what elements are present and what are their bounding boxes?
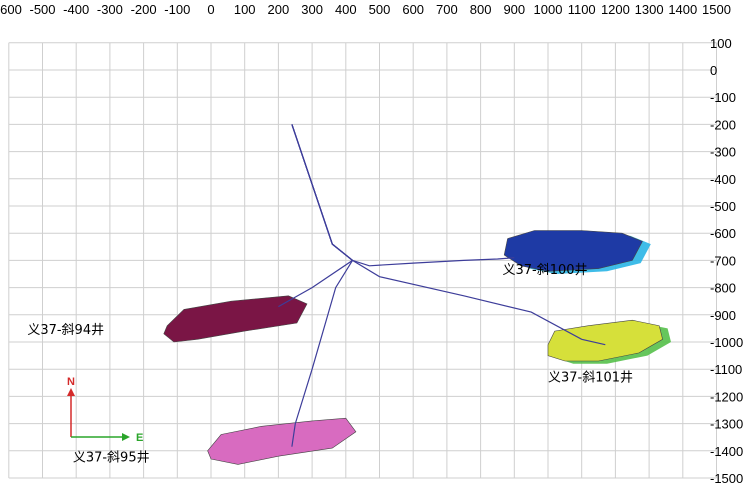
well-label: 义37-斜95井 [73,451,150,466]
x-tick-label: -200 [131,2,157,17]
x-tick-label: -400 [63,2,89,17]
well-zone-blob [547,319,663,362]
well-label: 义37-斜101井 [548,370,633,385]
well-0: 义37-斜94井 [27,124,354,343]
x-tick-label: 1200 [601,2,630,17]
y-tick-label: -400 [710,172,736,187]
x-tick-label: 1300 [635,2,664,17]
y-tick-label: -800 [710,281,736,296]
y-tick-label: -700 [710,253,736,268]
x-tick-label: 300 [301,2,323,17]
y-tick-label: -900 [710,308,736,323]
x-axis-tick-labels: -600 -500 -400 -300 -200 -100 0 100 200 300 400 500… [0,2,731,17]
compass-east-arrowhead [122,433,130,441]
compass-east-label: E [136,432,143,444]
y-tick-label: 0 [710,63,717,78]
y-tick-label: -1400 [710,444,743,459]
well-zone-blob [163,295,308,343]
well-1: 义37-斜95井 [73,124,357,466]
y-tick-label: -1100 [710,362,742,377]
compass-north-arrowhead [67,388,75,396]
x-tick-label: 1400 [668,2,697,17]
x-tick-label: -100 [164,2,190,17]
y-tick-label: -300 [710,145,736,160]
well-trajectory [291,124,606,346]
well-3: 义37-斜101井 [291,124,671,385]
y-tick-label: -100 [710,90,736,105]
y-tick-label: -1300 [710,417,743,432]
x-tick-label: -500 [29,2,55,17]
well-label: 义37-斜94井 [27,323,104,338]
x-tick-label: 900 [503,2,525,17]
well-label: 义37-斜100井 [503,263,588,278]
compass: N E [67,376,143,444]
x-tick-label: 1100 [568,2,596,17]
y-tick-label: -200 [710,117,736,132]
x-tick-label: 500 [369,2,391,17]
x-tick-label: 600 [402,2,424,17]
x-tick-label: 0 [207,2,214,17]
y-tick-label: 100 [710,36,732,51]
y-tick-label: -1200 [710,389,743,404]
x-tick-label: 800 [470,2,492,17]
y-tick-label: -500 [710,199,736,214]
y-axis-tick-labels: 100 0 -100 -200 -300 -400 -500 -600 -700 -800 -900… [710,36,743,486]
x-tick-label: 700 [436,2,458,17]
x-tick-label: 400 [335,2,357,17]
y-tick-label: -600 [710,226,736,241]
well-2: 义37-斜100井 [291,124,651,278]
x-tick-label: -300 [97,2,123,17]
y-tick-label: -1000 [710,335,743,350]
well-zone-blob [207,417,357,465]
well-zone-blob [503,230,643,272]
x-tick-label: 100 [234,2,256,17]
compass-north-label: N [67,376,75,388]
x-tick-label: 1000 [534,2,563,17]
well-trajectory [291,124,354,447]
grid [8,42,717,479]
y-tick-label: -1500 [710,471,743,486]
x-tick-label: 200 [268,2,290,17]
x-tick-label: -600 [0,2,22,17]
x-tick-label: 1500 [702,2,731,17]
